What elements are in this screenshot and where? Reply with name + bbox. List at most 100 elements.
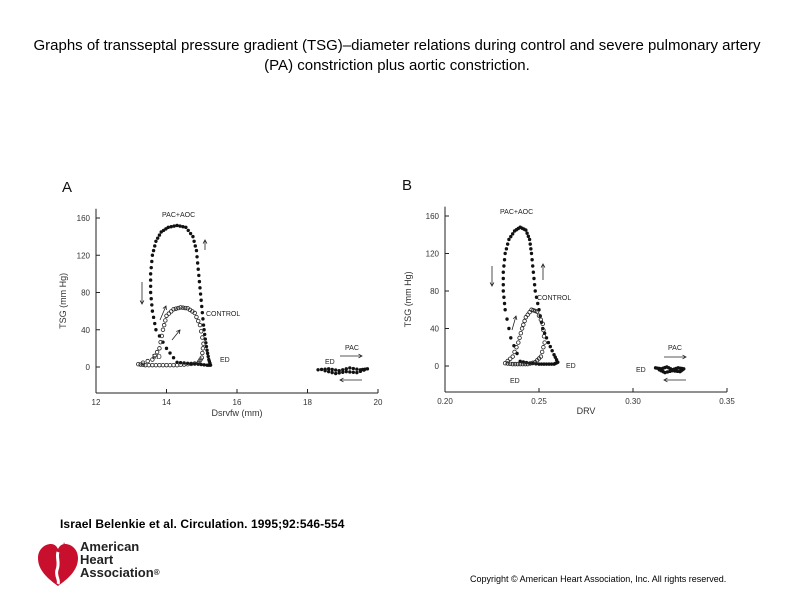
data-point [151, 248, 156, 253]
arrow-head [358, 353, 363, 359]
data-point [537, 308, 541, 312]
y-tick-label: 160 [77, 214, 91, 223]
data-point [168, 351, 172, 355]
logo-registered-mark: ® [153, 568, 160, 577]
data-point [525, 231, 529, 235]
data-point [501, 270, 505, 274]
data-point [512, 361, 518, 367]
data-point [530, 258, 534, 262]
data-point [192, 239, 196, 243]
data-point [153, 244, 157, 248]
data-point [549, 362, 554, 366]
data-point [159, 333, 164, 339]
panel-a: A 0 40 80 120 160 12 14 16 18 20 TSG (mm Hg) Dsrvfw … [58, 179, 383, 418]
data-point [153, 362, 159, 368]
data-point [202, 363, 206, 367]
y-tick-label: 80 [430, 287, 439, 296]
data-point [507, 361, 513, 367]
data-point [178, 305, 183, 310]
data-point [542, 362, 546, 366]
arrow-head [512, 315, 518, 320]
data-point [526, 234, 531, 239]
data-point [502, 264, 506, 268]
x-tick-label: 0.35 [719, 397, 735, 406]
x-tick-label: 16 [233, 398, 242, 407]
data-point [515, 361, 520, 367]
data-point [546, 340, 551, 345]
data-point [168, 309, 174, 314]
data-point [154, 349, 160, 355]
annotation-label: PAC [345, 345, 359, 352]
data-point [509, 234, 513, 239]
arrow-head [540, 263, 546, 268]
data-point [503, 251, 507, 256]
data-point [169, 224, 173, 229]
data-point [501, 289, 505, 293]
data-point [197, 322, 203, 328]
data-point [149, 297, 153, 301]
data-point [205, 363, 209, 367]
data-point [358, 369, 363, 374]
data-point [550, 348, 554, 353]
annotation-label: ED [220, 357, 230, 364]
arrow-head [339, 377, 344, 383]
data-point [675, 369, 680, 374]
annotation-label: PAC+AOC [500, 209, 533, 216]
heart-torch-icon [38, 542, 78, 586]
data-point [181, 224, 185, 229]
data-point [537, 362, 541, 366]
data-point [201, 317, 205, 321]
data-point [548, 344, 552, 349]
data-point [148, 284, 153, 288]
aha-logo: American Heart Association® [38, 540, 198, 590]
data-point [195, 255, 199, 259]
data-point [148, 272, 153, 276]
x-tick-label: 20 [374, 398, 383, 407]
logo-wordmark: American Heart Association® [80, 540, 160, 579]
data-point [200, 335, 205, 340]
data-point [191, 234, 195, 239]
data-point [503, 308, 507, 312]
x-tick-label: 18 [303, 398, 312, 407]
data-point [200, 350, 205, 356]
data-point [194, 248, 199, 253]
data-point [195, 261, 200, 265]
x-tick-label: 0.20 [437, 397, 453, 406]
data-point [348, 366, 352, 370]
data-point [196, 267, 200, 271]
annotation-label: PAC+AOC [162, 212, 195, 219]
data-point [532, 276, 536, 281]
data-point [326, 369, 331, 374]
data-point [166, 311, 172, 316]
data-point [524, 228, 528, 232]
x-tick-label: 0.25 [531, 397, 547, 406]
annotation-label: PAC [668, 345, 682, 352]
y-tick-label: 40 [430, 325, 439, 334]
data-point [205, 351, 210, 356]
data-point [161, 322, 167, 328]
data-point [527, 310, 532, 315]
data-point [542, 331, 547, 335]
data-point [510, 361, 515, 367]
data-point [501, 276, 505, 281]
data-point [521, 322, 526, 327]
panel-b: B 0 40 80 120 160 0.20 0.25 0.30 0.35 TSG (mm Hg) D… [402, 177, 735, 416]
data-point [188, 231, 193, 236]
data-point [197, 279, 202, 284]
slide-title: Graphs of transseptal pressure gradient … [33, 37, 761, 74]
data-point [140, 362, 146, 368]
data-point [344, 369, 348, 374]
data-point [319, 367, 324, 372]
data-point [150, 253, 155, 257]
data-point [355, 370, 359, 375]
data-point [541, 334, 547, 339]
x-axis-label: Dsrvfw (mm) [212, 408, 263, 418]
data-point [505, 358, 510, 364]
annotation-label: CONTROL [206, 311, 240, 318]
data-point [194, 314, 199, 320]
data-point [530, 360, 535, 366]
data-point [173, 306, 179, 311]
data-point [330, 370, 334, 375]
data-point [201, 341, 206, 346]
data-point [316, 368, 320, 372]
